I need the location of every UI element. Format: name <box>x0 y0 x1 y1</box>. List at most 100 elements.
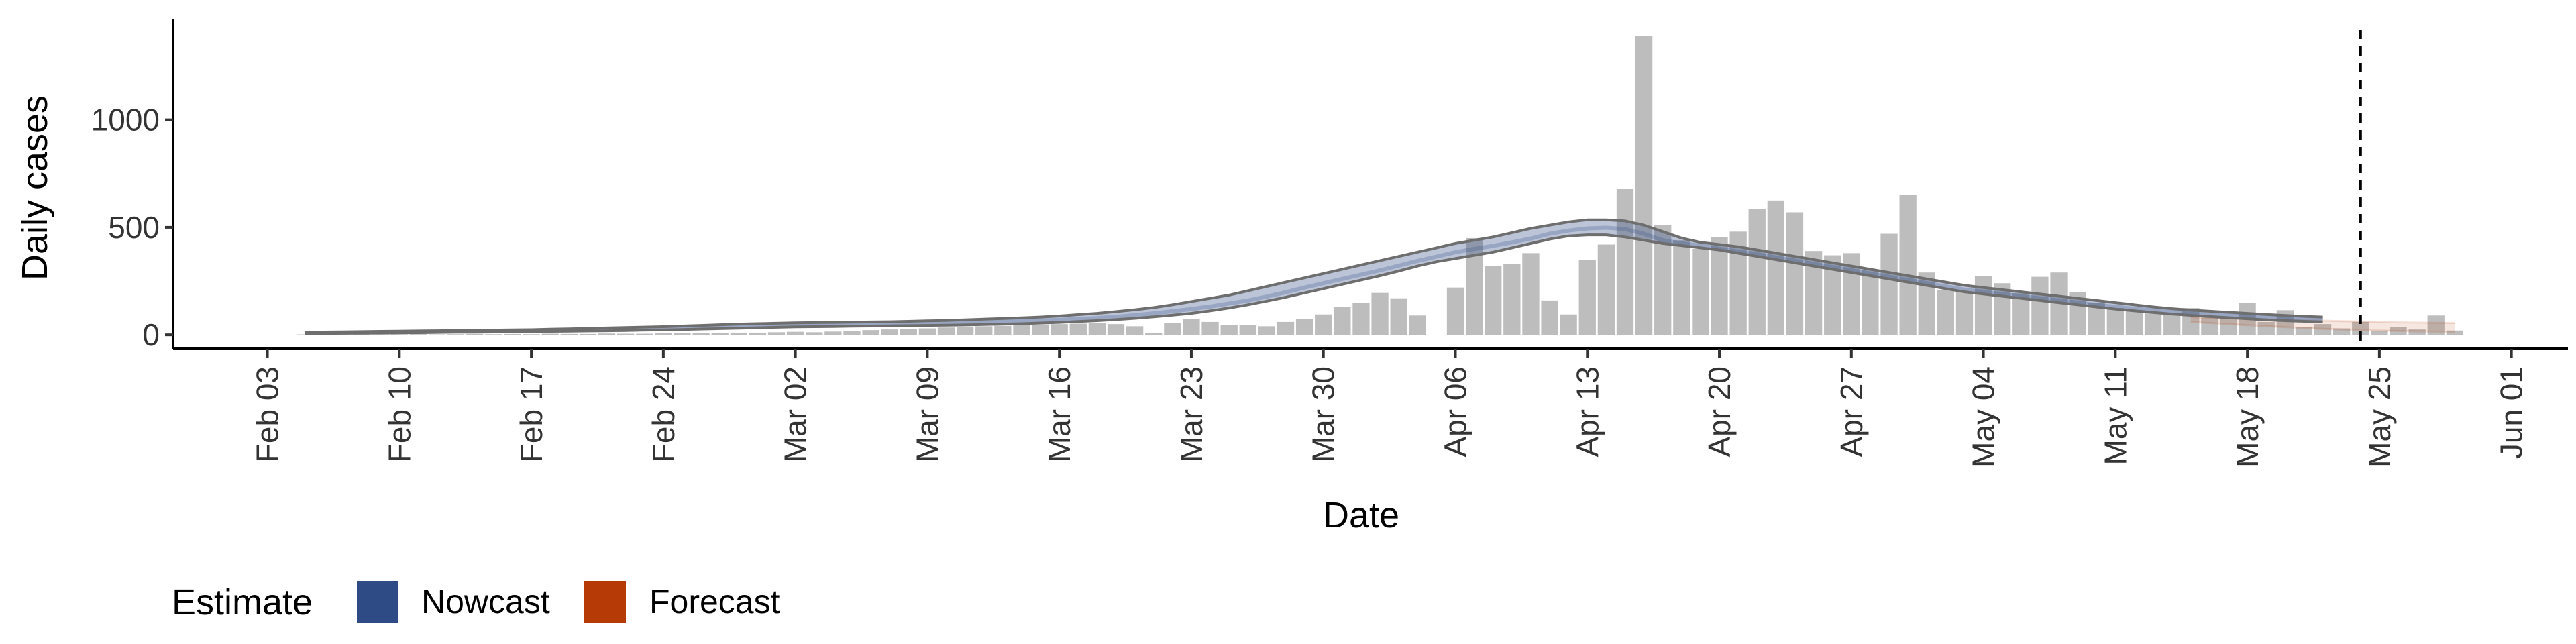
case-bar <box>447 334 465 335</box>
x-tick-label: Mar 16 <box>1042 366 1077 462</box>
case-bar <box>1201 321 1219 335</box>
y-axis-ticks: 0 500 1000 <box>91 103 173 352</box>
legend-label-forecast: Forecast <box>649 583 780 621</box>
case-bar <box>1692 248 1709 335</box>
case-bar <box>1315 314 1332 335</box>
case-bar <box>1164 323 1181 335</box>
case-bar <box>466 333 484 335</box>
case-bar <box>1013 325 1030 335</box>
case-bar <box>937 327 955 335</box>
case-bar <box>598 333 616 335</box>
nowcast-upper-line <box>305 218 2323 334</box>
case-bar <box>900 329 917 335</box>
case-bar <box>2427 315 2445 335</box>
case-bar <box>1786 212 1804 335</box>
case-bar <box>2106 308 2124 335</box>
case-bar <box>1880 233 1898 335</box>
case-bar <box>1541 300 1558 335</box>
x-tick-label: Jun 01 <box>2494 366 2529 459</box>
case-bar <box>1107 324 1125 335</box>
case-bar <box>975 326 993 335</box>
case-bar <box>1635 36 1653 335</box>
x-tick-label: Apr 06 <box>1438 366 1472 458</box>
case-bar <box>1560 314 1577 335</box>
nowcast-lower-line <box>305 233 2323 335</box>
legend-title: Estimate <box>172 582 313 623</box>
case-bar <box>1597 244 1615 335</box>
case-bar <box>1673 240 1690 335</box>
case-bar <box>1051 324 1068 335</box>
case-bar <box>824 331 842 335</box>
case-bar <box>1295 319 1313 335</box>
x-tick-label: Mar 30 <box>1306 366 1341 462</box>
case-bar <box>806 332 823 335</box>
y-axis-title: Daily cases <box>15 95 55 280</box>
case-bar <box>1974 276 1992 335</box>
forecast-band <box>2190 317 2455 332</box>
x-tick-label: Feb 24 <box>646 366 681 462</box>
case-bar <box>1485 266 1502 335</box>
case-bar <box>2390 327 2407 335</box>
case-bar <box>485 334 502 335</box>
case-bar <box>994 325 1012 335</box>
case-bar <box>1145 332 1163 335</box>
y-tick-label: 500 <box>108 210 160 245</box>
x-tick-label: May 25 <box>2362 366 2397 468</box>
x-tick-label: Feb 17 <box>514 366 549 462</box>
case-bar <box>2201 317 2218 335</box>
case-bar <box>2446 330 2463 335</box>
x-tick-label: Feb 03 <box>250 366 285 462</box>
case-bar <box>711 333 729 335</box>
legend-key-nowcast <box>357 581 398 623</box>
x-tick-label: Apr 13 <box>1570 366 1605 458</box>
x-tick-label: May 18 <box>2230 366 2265 468</box>
case-bar <box>730 332 747 335</box>
case-bar <box>1409 315 1426 335</box>
case-bar <box>2314 324 2332 335</box>
case-bar <box>1767 200 1785 335</box>
case-bar <box>1522 253 1540 335</box>
case-bar <box>1446 287 1464 335</box>
case-bar <box>1126 326 1144 335</box>
case-bar <box>862 330 879 335</box>
case-bar <box>2220 317 2237 335</box>
case-bar <box>692 333 710 335</box>
case-bar <box>1503 264 1521 335</box>
y-tick-label: 1000 <box>91 103 160 138</box>
x-tick-label: Apr 20 <box>1702 366 1737 458</box>
x-axis-ticks: Feb 03 Feb 10 Feb 17 Feb 24 Mar 02 Mar 09 Mar … <box>250 349 2529 468</box>
case-bar <box>1918 272 1935 335</box>
x-tick-label: Mar 09 <box>910 366 945 462</box>
case-bar <box>2295 327 2313 335</box>
case-bar <box>1277 321 1295 335</box>
case-bar <box>1334 307 1351 335</box>
case-bar <box>409 334 427 335</box>
case-bar <box>1994 283 2011 335</box>
case-bar <box>918 328 936 335</box>
forecast-lower-line <box>2190 321 2455 333</box>
case-bar <box>767 332 786 335</box>
case-bar <box>636 333 653 335</box>
case-bar <box>2163 314 2181 335</box>
case-bar <box>674 333 691 335</box>
case-bar <box>1352 303 1370 335</box>
case-bar <box>2352 321 2369 335</box>
legend: Estimate Nowcast Forecast <box>172 581 780 623</box>
case-bar <box>1258 326 1276 335</box>
case-bar <box>560 333 578 335</box>
case-bar <box>881 329 898 335</box>
y-tick-label: 0 <box>142 317 160 352</box>
case-bar <box>2408 329 2426 335</box>
case-bar <box>1069 323 1087 335</box>
case-bar <box>1183 319 1200 335</box>
case-bar <box>353 334 370 335</box>
case-bar <box>1032 324 1049 335</box>
case-bar <box>617 333 635 335</box>
case-bar <box>1616 189 1634 335</box>
case-bar <box>1578 259 1596 335</box>
x-axis-title: Date <box>1323 495 1399 535</box>
case-bar <box>1239 325 1256 335</box>
plot-panel <box>297 30 2463 349</box>
case-bar <box>2031 276 2049 335</box>
case-bar <box>1088 323 1106 335</box>
